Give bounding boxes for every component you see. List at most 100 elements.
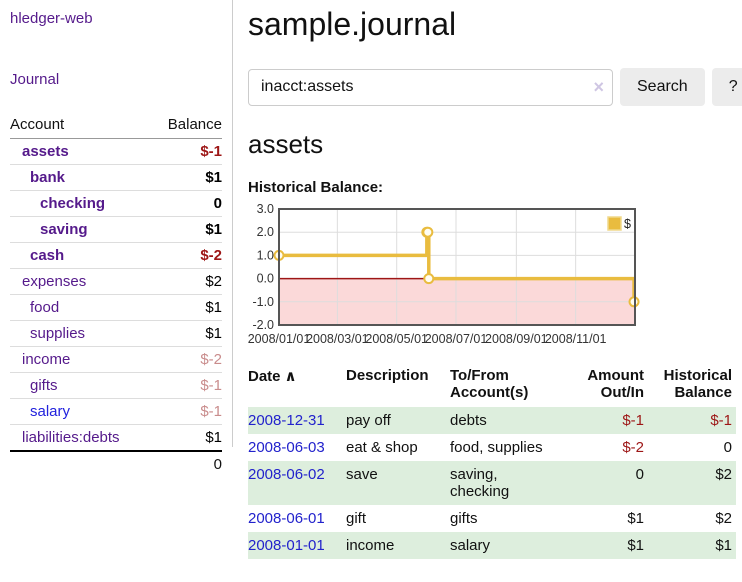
transaction-amount: $-2 (622, 439, 644, 456)
search-input[interactable] (248, 68, 613, 106)
plot-border (278, 208, 636, 326)
x-tick-label: 2008/09/01 (485, 332, 548, 346)
account-link-liabilities-debts[interactable]: liabilities:debts (22, 429, 120, 446)
y-tick-label: -2.0 (252, 318, 274, 332)
account-link-income[interactable]: income (22, 351, 71, 368)
sort-asc-icon: ∧ (284, 368, 297, 385)
account-row: assets $-1 (10, 139, 222, 165)
transaction-description: income (346, 532, 450, 559)
transaction-row: 2008-01-01 income salary $1 $1 (248, 532, 736, 559)
data-point-marker (423, 273, 435, 285)
account-balance: 0 (213, 195, 222, 212)
legend-label: $ (624, 217, 631, 231)
account-link-food[interactable]: food (30, 299, 60, 316)
register-table: Date ∧ Description To/From Account(s) Amount… (248, 364, 736, 559)
account-row: gifts $-1 (10, 372, 222, 399)
transaction-description: save (346, 461, 450, 505)
transaction-date-link[interactable]: 2008-06-02 (248, 466, 325, 483)
transaction-date-link[interactable]: 2008-01-01 (248, 537, 325, 554)
transaction-balance: $1 (654, 532, 736, 559)
historical-balance-chart: 3.0 2.0 1.0 0.0 -1.0 -2.02008/01/012008/03/01… (248, 203, 640, 346)
account-link-gifts[interactable]: gifts (30, 377, 58, 394)
transaction-accounts: saving, checking (450, 461, 586, 505)
account-link-assets[interactable]: assets (22, 143, 69, 160)
chart-title: Historical Balance: (248, 179, 384, 196)
accounts-header-balance: Balance (151, 113, 222, 139)
account-balance: $-1 (200, 377, 222, 394)
clear-search-icon[interactable]: × (593, 76, 604, 97)
account-balance: $1 (205, 325, 222, 342)
transaction-balance: $-1 (654, 407, 736, 434)
section-title: assets (248, 129, 324, 159)
sidebar-item-journal[interactable]: Journal (10, 71, 60, 88)
account-link-expenses[interactable]: expenses (22, 273, 87, 290)
transaction-date-link[interactable]: 2008-12-31 (248, 412, 325, 429)
account-row: bank $1 (10, 164, 222, 191)
search-box: × (248, 68, 613, 106)
account-row: income $-2 (10, 346, 222, 373)
app-title-link[interactable]: hledger-web (10, 10, 93, 27)
account-row: salary $-1 (10, 398, 222, 425)
accounts-total-row: 0 (10, 451, 222, 477)
sidebar: hledger-web Journal Account Balance asse… (0, 0, 233, 473)
account-link-saving[interactable]: saving (40, 221, 88, 238)
transaction-row: 2008-06-03 eat & shop food, supplies $-2 0 (248, 434, 736, 461)
transaction-row: 2008-12-31 pay off debts $-1 $-1 (248, 407, 736, 434)
account-balance: $1 (205, 221, 222, 238)
account-link-cash[interactable]: cash (30, 247, 65, 264)
help-button[interactable]: ? (711, 68, 742, 106)
transaction-accounts: debts (450, 407, 586, 434)
account-row: supplies $1 (10, 320, 222, 347)
transaction-amount: $1 (627, 510, 644, 527)
account-row: checking 0 (10, 190, 222, 217)
register-header-bal: Historical Balance (663, 367, 732, 401)
accounts-header-account: Account (10, 113, 152, 139)
account-balance: $-1 (200, 403, 222, 420)
x-tick-label: 2008/11/01 (545, 332, 607, 346)
transaction-accounts: food, supplies (450, 439, 543, 456)
x-tick-label: 2008/01/01 (248, 332, 310, 346)
account-link-salary[interactable]: salary (30, 403, 71, 420)
y-tick-label: -1.0 (252, 295, 274, 309)
accounts-table: Account Balance assets $-1 bank $1 checking 0… (10, 113, 222, 477)
transaction-accounts: gifts (450, 510, 478, 527)
account-balance: $-2 (200, 247, 222, 264)
transaction-balance: $2 (715, 510, 732, 527)
account-link-bank[interactable]: bank (30, 169, 66, 186)
register-header-date[interactable]: Date ∧ (248, 368, 297, 385)
account-link-supplies[interactable]: supplies (30, 325, 86, 342)
account-balance: $-2 (200, 351, 222, 368)
transaction-date-link[interactable]: 2008-06-03 (248, 439, 325, 456)
transaction-row: 2008-06-01 gift gifts $1 $2 (248, 505, 736, 532)
register-header-amt: Amount Out/In (587, 367, 644, 401)
y-tick-label: 3.0 (257, 203, 274, 216)
transaction-description: pay off (346, 407, 450, 434)
search-bar: × Search ? (248, 68, 742, 106)
accounts-total-value: 0 (213, 456, 222, 473)
x-tick-label: 2008/07/01 (425, 332, 488, 346)
register-header-desc: Description (346, 367, 429, 384)
register-header-row: Date ∧ Description To/From Account(s) Amount… (248, 364, 736, 407)
account-balance: $1 (205, 429, 222, 446)
account-row: liabilities:debts $1 (10, 424, 222, 452)
account-row: expenses $2 (10, 268, 222, 295)
x-tick-label: 2008/03/01 (306, 332, 369, 346)
account-row: cash $-2 (10, 242, 222, 269)
account-row: saving $1 (10, 216, 222, 243)
legend-swatch (607, 216, 622, 231)
data-point-marker (422, 226, 434, 238)
account-link-checking[interactable]: checking (40, 195, 106, 212)
transaction-balance: 0 (723, 439, 732, 456)
account-balance: $2 (205, 273, 222, 290)
transaction-row: 2008-06-02 save saving, checking 0 $2 (248, 461, 736, 505)
search-button[interactable]: Search (620, 68, 705, 106)
transaction-date-link[interactable]: 2008-06-01 (248, 510, 325, 527)
main-content: sample.journal × Search ? assets Histori… (233, 0, 742, 582)
transaction-description: eat & shop (346, 439, 418, 456)
account-balance: $1 (205, 169, 222, 186)
accounts-header-row: Account Balance (10, 113, 222, 139)
y-tick-label: 0.0 (257, 272, 274, 286)
account-row: food $1 (10, 294, 222, 321)
account-balance: $-1 (200, 143, 222, 160)
